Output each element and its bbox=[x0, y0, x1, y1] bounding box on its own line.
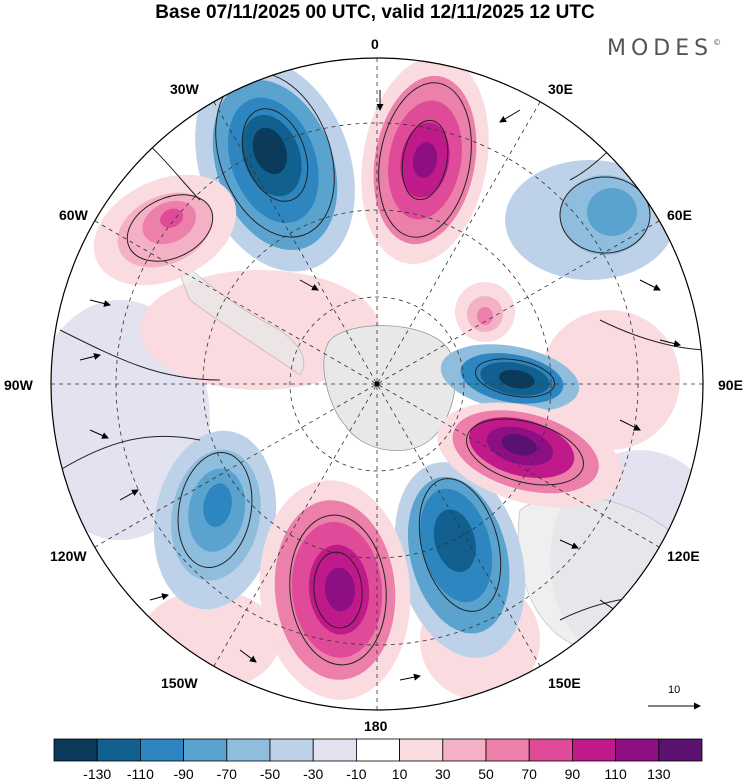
colorbar-swatch-13 bbox=[615, 738, 660, 762]
colorbar-swatch-0 bbox=[53, 738, 98, 762]
south-america-landmass bbox=[169, 249, 305, 376]
lon-label-180: 180 bbox=[364, 718, 388, 734]
lon-label-60w: 60W bbox=[59, 207, 88, 223]
anomaly-high-100e bbox=[437, 402, 623, 508]
colorbar-tick-5: -30 bbox=[303, 766, 324, 782]
colorbar-swatch-6 bbox=[312, 738, 357, 762]
colorbar-swatch-9 bbox=[442, 738, 487, 762]
colorbar-swatch-1 bbox=[96, 738, 141, 762]
modes-logo: MODES© bbox=[607, 36, 721, 61]
brand-mark: © bbox=[713, 38, 722, 47]
colorbar-tick-6: -10 bbox=[346, 766, 367, 782]
colorbar-swatch-2 bbox=[139, 738, 184, 762]
colorbar-swatch-5 bbox=[269, 738, 314, 762]
lon-label-60e: 60E bbox=[667, 207, 692, 223]
colorbar-swatch-10 bbox=[485, 738, 530, 762]
anomaly-low-150e bbox=[394, 462, 526, 658]
lon-label-150e: 150E bbox=[548, 675, 581, 691]
colorbar-tick-10: 70 bbox=[521, 766, 537, 782]
colorbar-tick-8: 30 bbox=[435, 766, 451, 782]
antarctica-landmass bbox=[323, 325, 457, 452]
map-field bbox=[51, 58, 703, 710]
colorbar-swatch-3 bbox=[183, 738, 228, 762]
colorbar-swatch-11 bbox=[528, 738, 573, 762]
anomaly-low-60e bbox=[505, 160, 675, 280]
colorbar bbox=[53, 738, 703, 762]
graticule bbox=[51, 58, 703, 710]
colorbar-tick-1: -110 bbox=[126, 766, 154, 782]
lon-label-30e: 30E bbox=[548, 81, 573, 97]
lon-label-0: 0 bbox=[371, 36, 379, 52]
colorbar-swatch-4 bbox=[226, 738, 271, 762]
colorbar-tick-7: 10 bbox=[391, 766, 408, 782]
colorbar-tick-4: -50 bbox=[259, 766, 281, 782]
streamlines bbox=[59, 72, 703, 666]
lon-label-90e: 90E bbox=[718, 377, 743, 393]
lon-label-150w: 150W bbox=[161, 675, 198, 691]
anomaly-low-120w bbox=[153, 430, 277, 610]
colorbar-tick-9: 50 bbox=[478, 766, 494, 782]
map-title: Base 07/11/2025 00 UTC, valid 12/11/2025… bbox=[155, 2, 595, 23]
anomaly-high-small bbox=[455, 282, 515, 342]
colorbar-swatch-14 bbox=[658, 738, 703, 762]
colorbar-tick-0: -130 bbox=[83, 766, 112, 782]
reference-vector-label: 10 bbox=[668, 684, 681, 696]
brand-text: MODES bbox=[607, 36, 714, 61]
colorbar-tick-3: -70 bbox=[216, 766, 237, 782]
lon-label-120e: 120E bbox=[667, 548, 700, 564]
map-border bbox=[50, 57, 704, 711]
colorbar-swatch-8 bbox=[399, 738, 444, 762]
colorbar-tick-11: 90 bbox=[564, 766, 581, 782]
colorbar-tick-2: -90 bbox=[173, 766, 194, 782]
colorbar-swatch-7 bbox=[355, 738, 400, 762]
lon-label-90w: 90W bbox=[4, 377, 33, 393]
colorbar-swatch-12 bbox=[572, 738, 617, 762]
colorbar-tick-13: 130 bbox=[647, 766, 671, 782]
lon-label-30w: 30W bbox=[170, 81, 199, 97]
colorbar-tick-12: 110 bbox=[604, 766, 627, 782]
lon-label-120w: 120W bbox=[50, 548, 87, 564]
